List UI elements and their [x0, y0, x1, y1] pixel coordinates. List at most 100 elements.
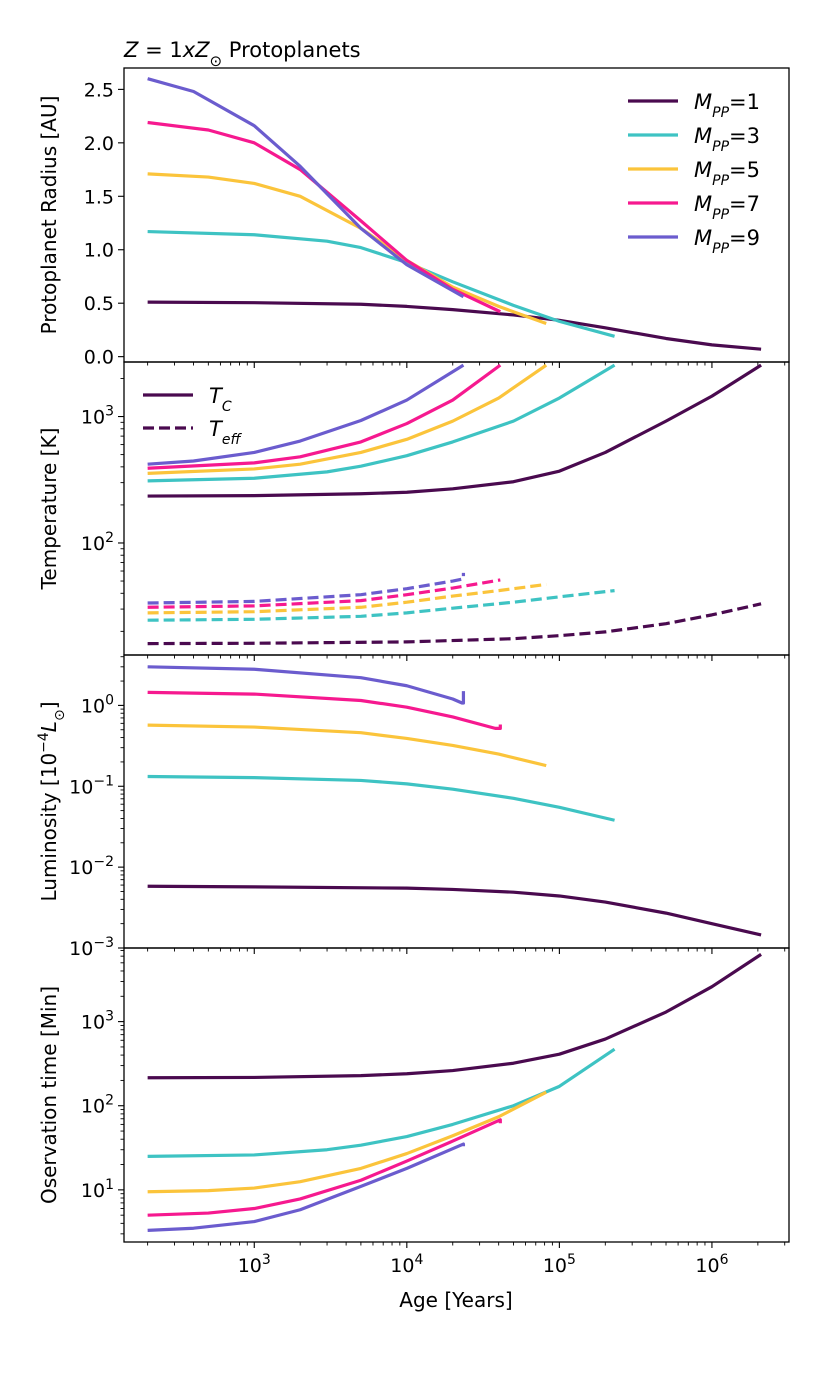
luminosity-ytick-exp: 0: [105, 692, 114, 708]
observation-series-0: [147, 953, 762, 1080]
figure-title: Z = 1xZ⊙ Protoplanets: [123, 38, 361, 70]
legend-m: M: [694, 124, 712, 148]
x-axis: 103 104 105 106: [238, 1252, 729, 1277]
legend-val: =7: [729, 192, 760, 216]
legend-val: =9: [729, 226, 760, 250]
legend-label: MPP=5: [694, 158, 760, 189]
luminosity-series-2: [147, 723, 547, 768]
title-sun-sub: ⊙: [210, 52, 223, 70]
xtick-label: 104: [390, 1252, 423, 1277]
title-z: Z: [123, 38, 139, 62]
temperature-ytick-label: 102: [81, 530, 114, 555]
xtick-base: 10: [390, 1255, 414, 1277]
radius-ytick-label: 2.5: [84, 79, 114, 101]
temperature-series-5: [147, 602, 762, 646]
legend-m: M: [694, 158, 712, 182]
temperature-series-6: [147, 589, 615, 622]
temperature-ytick-exp: 3: [105, 404, 114, 420]
observation-series-4: [147, 1142, 466, 1232]
luminosity-ytick-base: 10: [69, 857, 93, 879]
luminosity-series-1: [147, 774, 615, 822]
ylabel-exp: −4: [36, 732, 52, 753]
legend-label: MPP=1: [694, 90, 760, 121]
legend-label: MPP=3: [694, 124, 760, 155]
title-rest: Protoplanets: [222, 38, 361, 62]
observation-series-1: [147, 1047, 616, 1158]
observation-ylabel: Oservation time [Min]: [37, 986, 61, 1204]
observation-frame: [123, 947, 790, 1243]
radius-frame: [123, 67, 790, 363]
luminosity-ytick-exp: −1: [93, 773, 114, 789]
legend-sub: PP: [712, 105, 729, 121]
luminosity-ytick-label: 10−2: [69, 854, 114, 879]
temperature-series-4: [147, 363, 465, 466]
ylabel-post: ]: [37, 701, 61, 709]
temperature-series-group: [147, 363, 762, 646]
observation-ytick-base: 10: [81, 1096, 105, 1118]
temperature-series-8: [147, 578, 501, 609]
luminosity-ytick-label: 10−3: [69, 935, 114, 960]
radius-series-group: [147, 77, 762, 351]
panels: 0.0 0.5 1.0 1.5 2.0 2.5 Protoplanet Radius [AU…: [36, 67, 790, 1248]
radius-ytick-label: 0.0: [84, 347, 114, 369]
legend-sub: C: [222, 399, 232, 415]
xtick-base: 10: [695, 1255, 719, 1277]
xtick-exp: 6: [720, 1252, 729, 1268]
legend-label: TC: [209, 384, 232, 415]
observation-ytick-exp: 1: [105, 1177, 114, 1193]
legend-val: =3: [729, 124, 760, 148]
luminosity-ytick-base: 10: [69, 938, 93, 960]
legend-sub: PP: [712, 173, 729, 189]
radius-ytick-label: 1.5: [84, 186, 114, 208]
temperature-ytick-label: 103: [81, 404, 114, 429]
legend-t: T: [209, 417, 224, 441]
luminosity-ytick-base: 10: [81, 695, 105, 717]
xtick-exp: 3: [262, 1252, 271, 1268]
xtick-label: 105: [543, 1252, 576, 1277]
legend-label: MPP=7: [694, 192, 760, 223]
temperature-ytick-exp: 2: [105, 530, 114, 546]
temperature-series-1: [147, 363, 616, 483]
legend-val: =1: [729, 90, 760, 114]
temperature-ytick-base: 10: [81, 407, 105, 429]
ylabel-l: L: [37, 721, 61, 732]
radius-ytick-label: 0.5: [84, 293, 114, 315]
legend-m: M: [694, 192, 712, 216]
luminosity-series-4: [147, 665, 466, 705]
temperature-series-7: [147, 582, 547, 615]
legend-m: M: [694, 226, 712, 250]
temperature-series-2: [147, 363, 548, 476]
temperature-series-3: [147, 363, 502, 470]
radius-series-4: [147, 77, 465, 299]
luminosity-ytick-label: 100: [81, 692, 114, 717]
legend-m: M: [694, 90, 712, 114]
luminosity-series-0: [147, 884, 762, 937]
xtick-label: 103: [238, 1252, 271, 1277]
title-x: x: [182, 38, 196, 62]
radius-ytick-label: 2.0: [84, 133, 114, 155]
legend-sub: eff: [222, 432, 243, 448]
legend-label: Teff: [209, 417, 242, 448]
observation-ytick-label: 103: [81, 1009, 114, 1034]
legend-sub: PP: [712, 241, 729, 257]
observation-ytick-label: 102: [81, 1093, 114, 1118]
legend-sub: PP: [712, 207, 729, 223]
ylabel-sun: ⊙: [52, 709, 68, 721]
legend-label: MPP=9: [694, 226, 760, 257]
legend-t: T: [209, 384, 224, 408]
xtick-base: 10: [238, 1255, 262, 1277]
radius-series-0: [147, 300, 762, 351]
xtick-label: 106: [695, 1252, 728, 1277]
luminosity-ytick-exp: −3: [93, 935, 114, 951]
luminosity-ytick-exp: −2: [93, 854, 114, 870]
temperature-ylabel: Temperature [K]: [37, 428, 61, 591]
luminosity-ytick-label: 10−1: [69, 773, 114, 798]
luminosity-ylabel: Luminosity [10−4L⊙]: [36, 701, 68, 901]
temperature-ytick-base: 10: [81, 533, 105, 555]
temperature-series-0: [147, 363, 762, 498]
observation-ytick-base: 10: [81, 1180, 105, 1202]
panel-radius: 0.0 0.5 1.0 1.5 2.0 2.5 Protoplanet Radius [AU…: [37, 67, 790, 369]
